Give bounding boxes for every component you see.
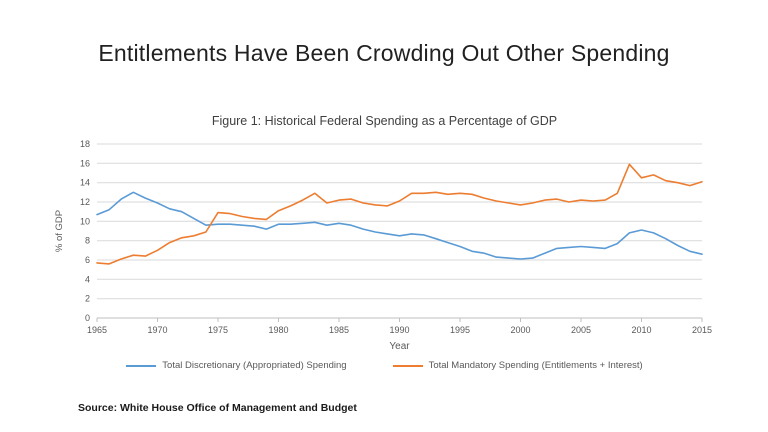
svg-text:14: 14 [80, 178, 90, 188]
svg-text:2015: 2015 [692, 325, 712, 335]
svg-text:2000: 2000 [510, 325, 530, 335]
svg-text:1995: 1995 [450, 325, 470, 335]
svg-text:1990: 1990 [389, 325, 409, 335]
svg-text:% of GDP: % of GDP [54, 210, 65, 252]
legend-item-mandatory: Total Mandatory Spending (Entitlements +… [392, 360, 643, 371]
svg-text:2005: 2005 [571, 325, 591, 335]
chart-title: Figure 1: Historical Federal Spending as… [211, 114, 558, 128]
line-chart-canvas: 0 2 4 6 8 10 12 14 16 18 1965 1970 1975 1980 1985 1990 1… [54, 139, 712, 352]
svg-text:6: 6 [85, 255, 90, 265]
legend-line-discretionary-icon [126, 364, 157, 367]
svg-text:2010: 2010 [631, 325, 651, 335]
svg-text:12: 12 [80, 197, 90, 207]
legend-label-mandatory: Total Mandatory Spending (Entitlements +… [428, 360, 643, 371]
legend-label-discretionary: Total Discretionary (Appropriated) Spend… [162, 360, 347, 371]
source-note: Source: White House Office of Management… [78, 402, 357, 414]
svg-text:10: 10 [80, 216, 90, 226]
svg-text:1975: 1975 [208, 325, 228, 335]
svg-text:8: 8 [85, 236, 90, 246]
svg-text:1985: 1985 [329, 325, 349, 335]
svg-text:1970: 1970 [147, 325, 167, 335]
svg-text:4: 4 [85, 274, 90, 284]
svg-text:1980: 1980 [268, 325, 288, 335]
svg-text:2: 2 [85, 294, 90, 304]
svg-text:0: 0 [85, 313, 90, 323]
chart-area: Figure 1: Historical Federal Spending as… [52, 114, 717, 371]
legend-line-mandatory-icon [392, 364, 423, 367]
svg-text:16: 16 [80, 158, 90, 168]
legend-item-discretionary: Total Discretionary (Appropriated) Spend… [126, 360, 347, 371]
svg-text:18: 18 [80, 139, 90, 149]
svg-text:1965: 1965 [87, 325, 107, 335]
svg-text:Year: Year [389, 341, 410, 352]
slide-title: Entitlements Have Been Crowding Out Othe… [98, 40, 670, 66]
chart-legend: Total Discretionary (Appropriated) Spend… [52, 360, 717, 371]
